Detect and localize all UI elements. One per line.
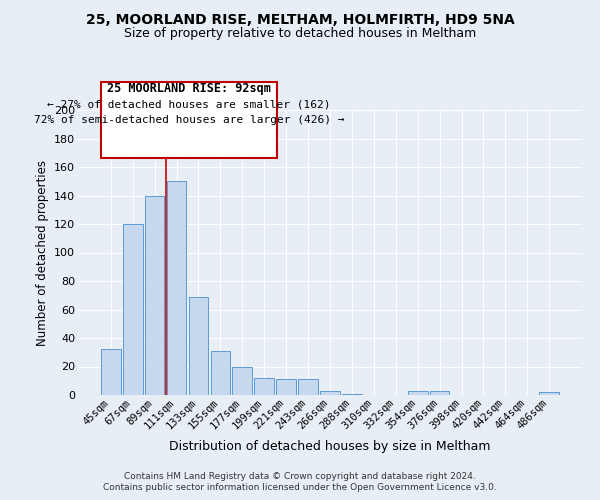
Bar: [101, 350, 121, 395]
Bar: [167, 181, 187, 395]
Text: Contains public sector information licensed under the Open Government Licence v3: Contains public sector information licen…: [103, 483, 497, 492]
Bar: [320, 390, 340, 395]
Bar: [342, 394, 362, 395]
Bar: [211, 351, 230, 395]
Bar: [188, 296, 208, 395]
Text: 25 MOORLAND RISE: 92sqm: 25 MOORLAND RISE: 92sqm: [107, 82, 271, 95]
Text: ← 27% of detached houses are smaller (162): ← 27% of detached houses are smaller (16…: [47, 100, 331, 110]
Bar: [430, 390, 449, 395]
Bar: [408, 390, 428, 395]
Text: 72% of semi-detached houses are larger (426) →: 72% of semi-detached houses are larger (…: [34, 115, 344, 125]
Bar: [298, 380, 318, 395]
Text: 25, MOORLAND RISE, MELTHAM, HOLMFIRTH, HD9 5NA: 25, MOORLAND RISE, MELTHAM, HOLMFIRTH, H…: [86, 12, 514, 26]
Bar: [123, 224, 143, 395]
Y-axis label: Number of detached properties: Number of detached properties: [35, 160, 49, 346]
Bar: [254, 378, 274, 395]
Bar: [276, 380, 296, 395]
FancyBboxPatch shape: [101, 82, 277, 158]
Text: Size of property relative to detached houses in Meltham: Size of property relative to detached ho…: [124, 28, 476, 40]
Text: Contains HM Land Registry data © Crown copyright and database right 2024.: Contains HM Land Registry data © Crown c…: [124, 472, 476, 481]
Bar: [539, 392, 559, 395]
Bar: [232, 366, 252, 395]
Bar: [145, 196, 164, 395]
X-axis label: Distribution of detached houses by size in Meltham: Distribution of detached houses by size …: [169, 440, 491, 452]
